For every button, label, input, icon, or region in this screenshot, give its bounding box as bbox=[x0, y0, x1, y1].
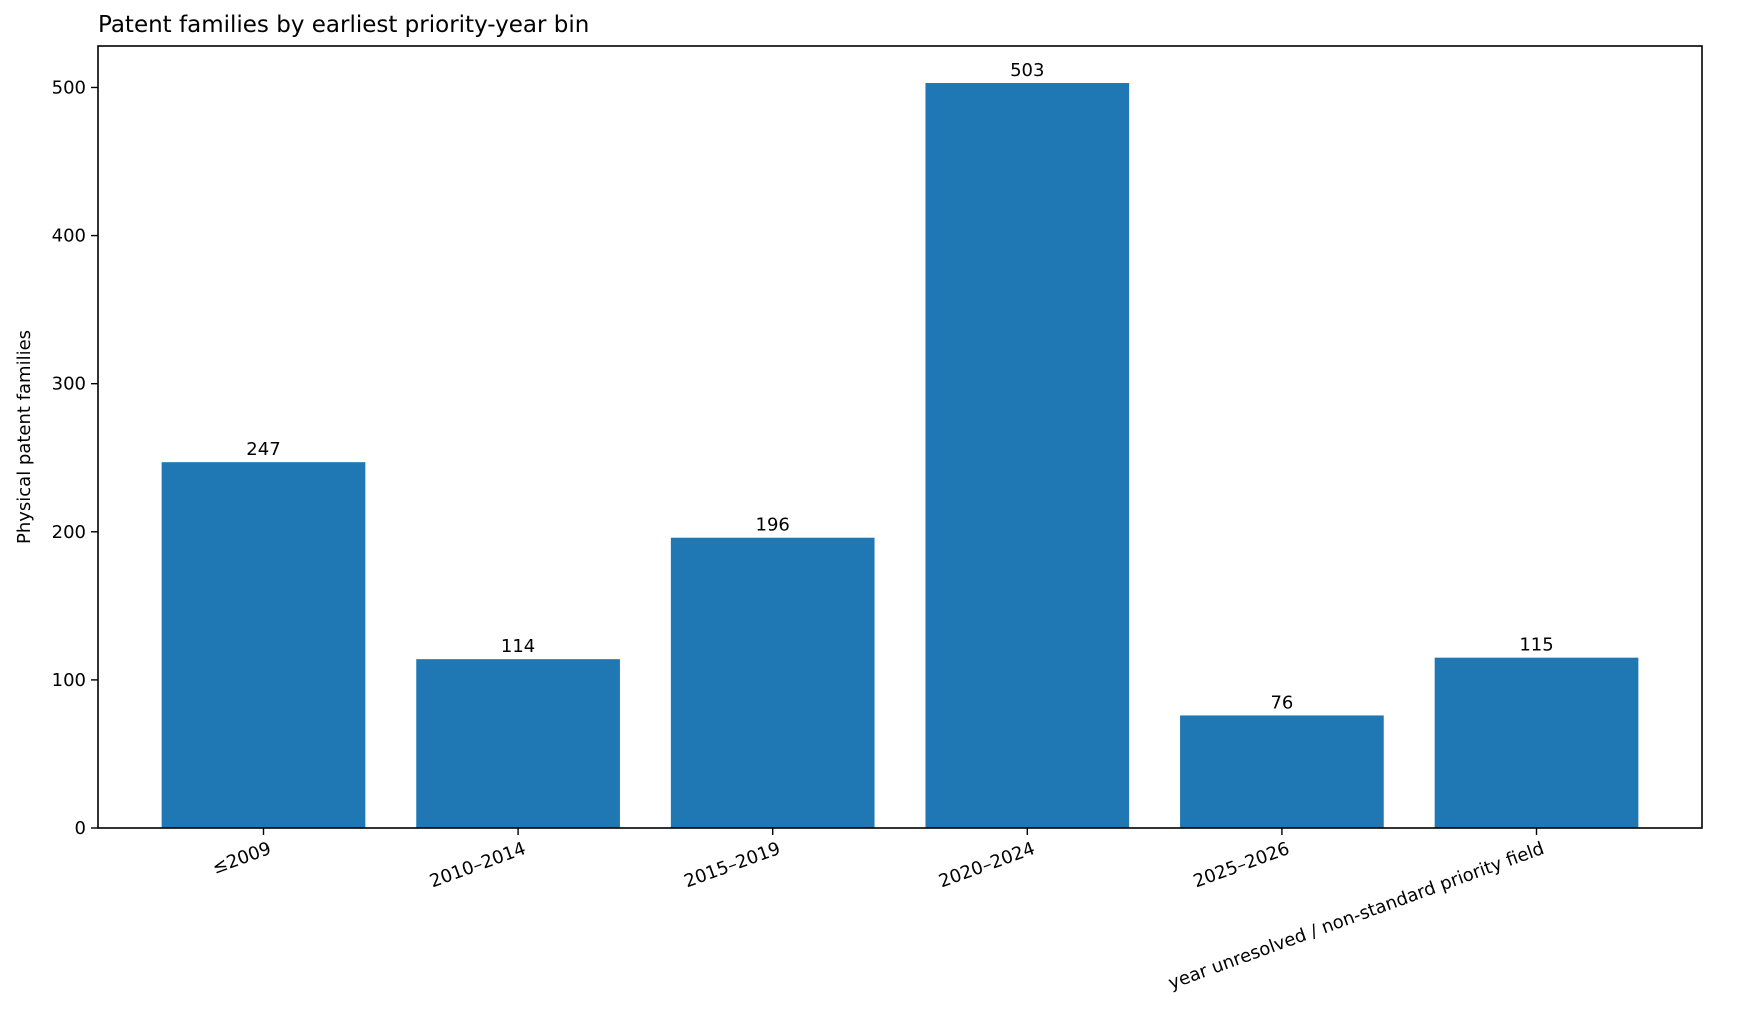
y-tick-label-4: 400 bbox=[52, 226, 86, 247]
bars-layer bbox=[161, 83, 1639, 829]
x-tick-label-3: 2020–2024 bbox=[936, 838, 1038, 892]
x-tick-label-4: 2025–2026 bbox=[1191, 838, 1293, 892]
y-tick-label-5: 500 bbox=[52, 77, 86, 98]
bar-value-label-1: 114 bbox=[501, 636, 535, 657]
y-axis: 0 100 200 300 400 500 bbox=[52, 77, 98, 839]
y-tick-label-2: 200 bbox=[52, 522, 86, 543]
bar-5 bbox=[1434, 657, 1639, 828]
x-axis: ≤2009 2010–2014 2015–2019 2020–2024 2025–202… bbox=[210, 828, 1547, 994]
bar-value-label-4: 76 bbox=[1270, 692, 1293, 713]
bar-4 bbox=[1180, 715, 1384, 828]
data-labels-layer: 247 114 196 503 76 115 bbox=[246, 60, 1553, 713]
y-tick-label-0: 0 bbox=[75, 818, 86, 839]
x-tick-label-2: 2015–2019 bbox=[681, 838, 783, 892]
y-tick-label-1: 100 bbox=[52, 670, 86, 691]
bar-value-label-2: 196 bbox=[756, 515, 790, 536]
x-tick-label-0: ≤2009 bbox=[210, 838, 274, 879]
bar-value-label-5: 115 bbox=[1519, 635, 1553, 656]
bar-value-label-0: 247 bbox=[246, 439, 280, 460]
y-axis-label: Physical patent families bbox=[14, 330, 35, 544]
bar-2 bbox=[670, 537, 875, 828]
y-tick-label-3: 300 bbox=[52, 374, 86, 395]
x-tick-label-1: 2010–2014 bbox=[427, 838, 529, 892]
bar-3 bbox=[925, 83, 1130, 829]
plot-frame bbox=[97, 45, 1703, 829]
chart-title: Patent families by earliest priority-yea… bbox=[98, 12, 589, 38]
bar-1 bbox=[416, 659, 620, 828]
bar-value-label-3: 503 bbox=[1010, 60, 1044, 81]
bar-0 bbox=[161, 462, 366, 828]
